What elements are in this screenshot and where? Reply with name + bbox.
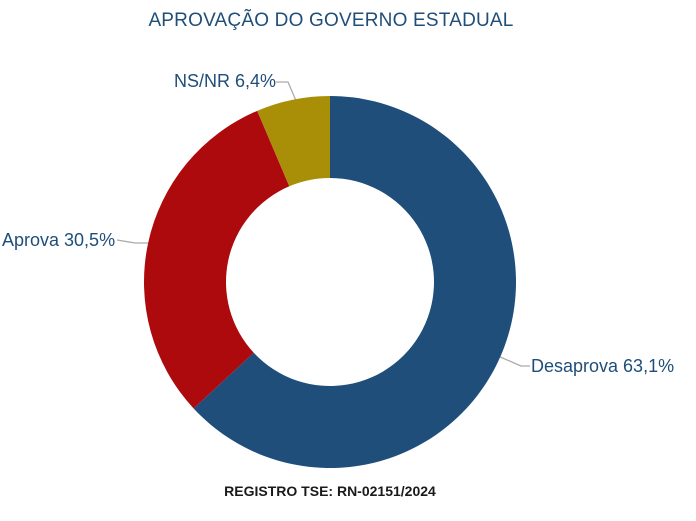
slice-label-ns-nr: NS/NR 6,4%: [174, 71, 277, 91]
slice-label-desaprova: Desaprova 63,1%: [531, 356, 675, 376]
leader-line-desaprova: [497, 355, 530, 367]
donut-slice-aprova: [143, 110, 290, 409]
leader-line-ns-nr: [276, 81, 298, 104]
registro-footer: REGISTRO TSE: RN-02151/2024: [224, 483, 436, 499]
chart-title: APROVAÇÃO DO GOVERNO ESTADUAL: [148, 10, 514, 31]
leader-lines: [116, 81, 530, 367]
leader-line-aprova: [116, 239, 148, 244]
donut-slices: [143, 96, 516, 468]
donut-slice-ns-nr: [257, 96, 330, 187]
slice-label-aprova: Aprova 30,5%: [2, 230, 116, 250]
donut-slice-desaprova: [193, 96, 516, 468]
